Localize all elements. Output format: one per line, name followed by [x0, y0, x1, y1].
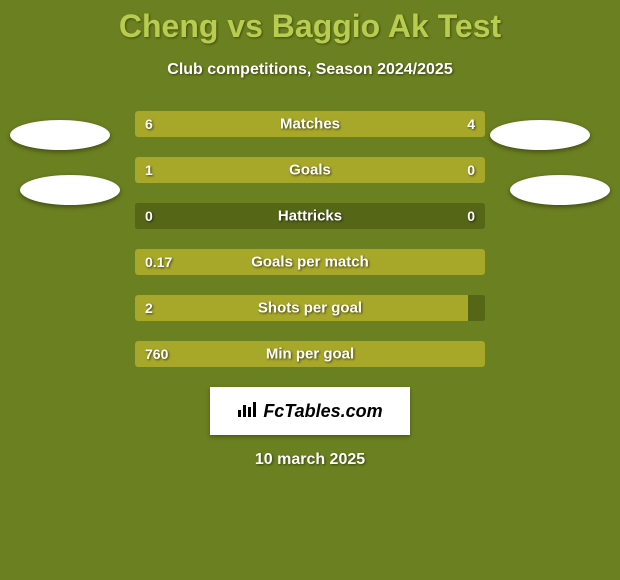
bar-value-left: 6	[145, 116, 153, 132]
badge-right-1	[490, 120, 590, 150]
page-subtitle: Club competitions, Season 2024/2025	[0, 61, 620, 79]
bar-row: Matches 6 4	[135, 111, 485, 137]
badge-left-1	[10, 120, 110, 150]
badge-right-2	[510, 175, 610, 205]
bar-fill-left	[135, 157, 398, 183]
bar-row: Min per goal 760	[135, 341, 485, 367]
bar-label: Shots per goal	[258, 300, 362, 317]
bar-value-left: 2	[145, 300, 153, 316]
logo-text: FcTables.com	[263, 401, 382, 422]
bar-row: Goals 1 0	[135, 157, 485, 183]
comparison-bars: Matches 6 4 Goals 1 0 Hattricks 0 0 Goals per mat…	[135, 111, 485, 367]
bar-fill-right	[345, 111, 485, 137]
chart-icon	[237, 400, 257, 423]
bar-label: Matches	[280, 116, 340, 133]
bar-value-left: 0	[145, 208, 153, 224]
bar-value-right: 4	[467, 116, 475, 132]
bar-value-right: 0	[467, 208, 475, 224]
bar-row: Shots per goal 2	[135, 295, 485, 321]
bar-value-left: 1	[145, 162, 153, 178]
bar-label: Goals per match	[251, 254, 369, 271]
logo-box: FcTables.com	[210, 387, 410, 435]
badge-left-2	[20, 175, 120, 205]
bar-row: Hattricks 0 0	[135, 203, 485, 229]
page-root: Cheng vs Baggio Ak Test Club competition…	[0, 0, 620, 580]
date-text: 10 march 2025	[0, 451, 620, 469]
bar-label: Min per goal	[266, 346, 354, 363]
bar-label: Hattricks	[278, 208, 342, 225]
page-title: Cheng vs Baggio Ak Test	[0, 0, 620, 45]
bar-row: Goals per match 0.17	[135, 249, 485, 275]
bar-label: Goals	[289, 162, 331, 179]
bar-value-right: 0	[467, 162, 475, 178]
bar-value-left: 0.17	[145, 254, 172, 270]
bar-value-left: 760	[145, 346, 168, 362]
